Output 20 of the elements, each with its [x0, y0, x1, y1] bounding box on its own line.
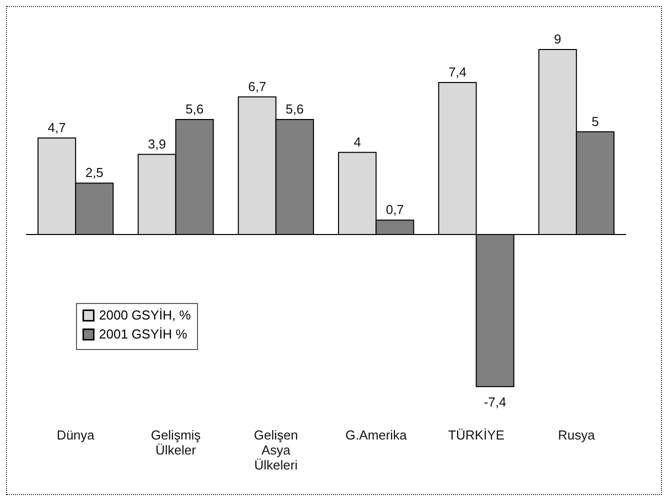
- x-tick-label: G.Amerika: [345, 428, 408, 442]
- data-label: 2,5: [85, 165, 104, 180]
- data-label: 4,7: [48, 120, 66, 135]
- x-tick-label: Rusya: [558, 428, 596, 442]
- x-tick-label: Gelişmiş Ülkeler: [150, 428, 202, 458]
- data-label: 7,4: [448, 64, 467, 80]
- data-label: 9: [554, 32, 562, 47]
- x-tick-label: Gelişen Asya Ülkeleri: [254, 428, 298, 472]
- legend-label: 2000 GSYİH, %: [99, 308, 192, 322]
- data-label: 4: [354, 134, 361, 150]
- data-label: 6,7: [248, 78, 266, 94]
- data-label: 5,6: [185, 101, 204, 116]
- data-label: 0,7: [386, 202, 404, 218]
- x-tick-label: Dünya: [56, 428, 96, 442]
- x-tick-label: TÜRKİYE: [448, 428, 505, 442]
- data-label: 3,9: [148, 136, 166, 152]
- data-label: 5: [592, 114, 599, 129]
- legend-label: 2001 GSYİH %: [99, 326, 188, 342]
- data-label: 5,6: [286, 101, 304, 116]
- data-label: -7,4: [484, 394, 506, 410]
